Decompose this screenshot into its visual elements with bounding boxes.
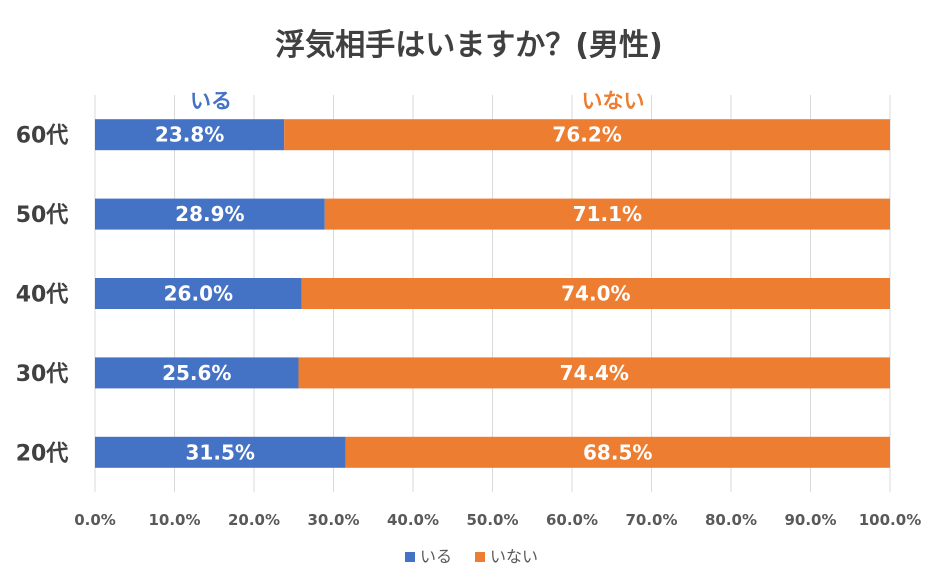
data-label: 25.6%: [162, 361, 231, 385]
chart-title: 浮気相手はいますか？(男性): [275, 28, 662, 63]
legend-label-inai: いない: [490, 547, 538, 566]
legend-swatch-iru: [405, 552, 415, 562]
bar-segment: [95, 436, 346, 468]
category-label: 40代: [16, 283, 69, 308]
data-label: 71.1%: [573, 202, 642, 226]
bar-segment: [345, 436, 890, 468]
bar-segment: [95, 119, 285, 151]
bars: [95, 119, 891, 468]
x-tick-label: 60.0%: [546, 511, 598, 529]
x-tick-label: 80.0%: [705, 511, 757, 529]
bar-segment: [95, 198, 325, 230]
legend: いる いない: [405, 547, 538, 566]
bar-segment: [324, 198, 890, 230]
data-label: 31.5%: [186, 440, 255, 464]
data-label: 74.4%: [560, 361, 629, 385]
x-tick-label: 20.0%: [228, 511, 280, 529]
data-label: 68.5%: [583, 440, 652, 464]
series-header-inai: いない: [582, 89, 645, 113]
data-label: 26.0%: [164, 282, 233, 306]
bar-segment: [95, 357, 299, 389]
x-tick-label: 100.0%: [859, 511, 921, 529]
category-label: 20代: [16, 441, 69, 466]
legend-label-iru: いる: [420, 547, 452, 566]
x-tick-label: 40.0%: [387, 511, 439, 529]
bar-segment: [301, 278, 890, 309]
bar-labels: 23.8% 76.2% 28.9% 71.1% 26.0% 74.0% 25.6% 74.4%…: [155, 123, 652, 465]
x-tick-label: 10.0%: [148, 511, 200, 529]
data-label: 23.8%: [155, 123, 224, 147]
x-tick-label: 90.0%: [784, 511, 836, 529]
category-label: 60代: [16, 124, 69, 149]
bar-segment: [95, 278, 302, 309]
category-labels: 60代 50代 40代 30代 20代: [16, 124, 69, 467]
x-tick-label: 0.0%: [74, 511, 116, 529]
legend-swatch-inai: [475, 552, 485, 562]
category-label: 50代: [16, 203, 69, 228]
x-tick-label: 70.0%: [625, 511, 677, 529]
bar-segment: [284, 119, 891, 151]
x-tick-label: 30.0%: [307, 511, 359, 529]
data-label: 28.9%: [175, 202, 244, 226]
data-label: 74.0%: [561, 282, 630, 306]
data-label: 76.2%: [552, 123, 621, 147]
category-label: 30代: [16, 362, 69, 387]
series-header-iru: いる: [190, 89, 232, 113]
x-tick-labels: 0.0% 10.0% 20.0% 30.0% 40.0% 50.0% 60.0% 70.0% 8…: [74, 511, 921, 529]
x-tick-label: 50.0%: [466, 511, 518, 529]
bar-segment: [298, 357, 890, 389]
